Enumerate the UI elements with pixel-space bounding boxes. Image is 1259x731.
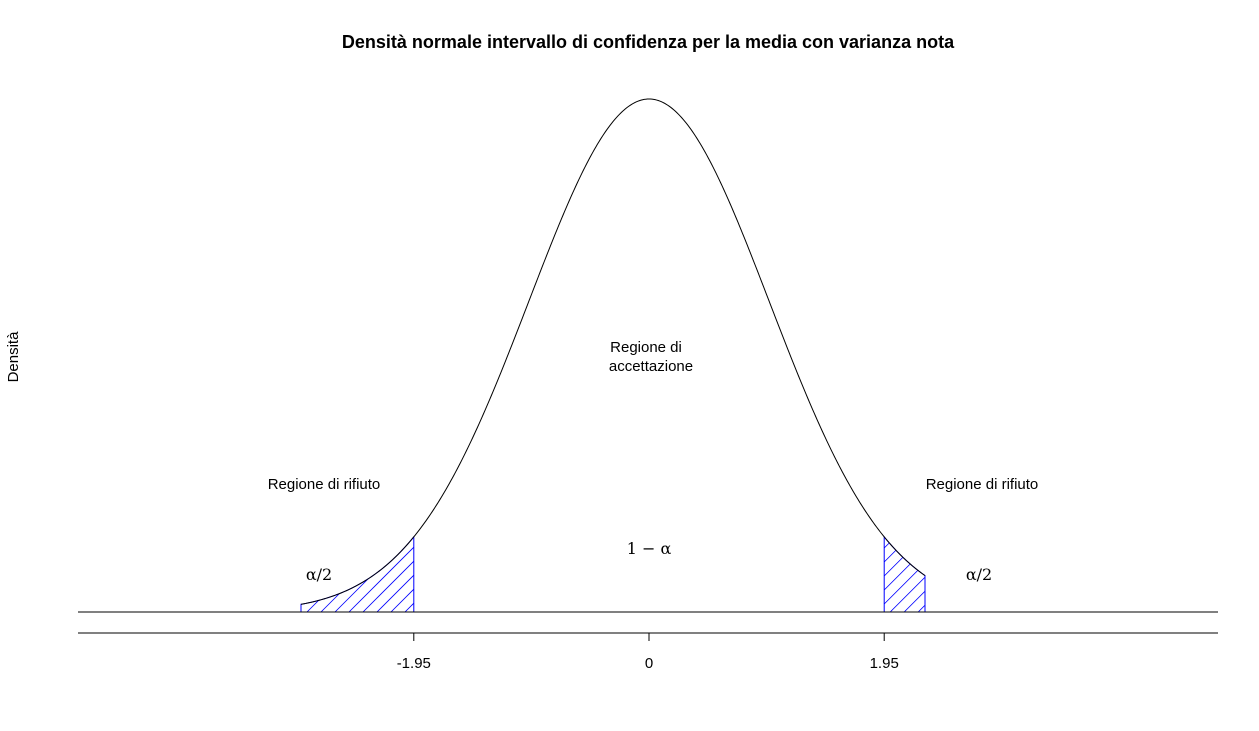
hatch-line	[1118, 542, 1198, 622]
hatch-line	[782, 542, 862, 622]
left-tail-alpha-label: α/2	[306, 565, 332, 584]
right-tail-outline	[883, 535, 926, 613]
density-curve-layer	[300, 98, 926, 605]
hatch-line	[1034, 542, 1114, 622]
hatch-line	[768, 542, 848, 622]
left-tail-hatch	[101, 541, 629, 622]
center-probability-label: 1 − α	[627, 539, 672, 558]
y-axis-label: Densità	[5, 331, 22, 383]
hatch-line	[101, 542, 181, 622]
hatch-line	[451, 542, 531, 622]
hatch-line	[115, 542, 195, 622]
hatch-line	[893, 541, 925, 612]
hatch-line	[754, 542, 834, 622]
hatch-line	[884, 541, 925, 612]
right-tail-alpha-label: α/2	[966, 565, 992, 584]
hatch-line	[907, 541, 925, 612]
hatch-line	[535, 542, 615, 622]
hatch-line	[394, 541, 414, 612]
hatch-line	[493, 542, 573, 622]
hatch-line	[1104, 542, 1184, 622]
density-curve	[300, 98, 926, 605]
hatch-line	[352, 541, 414, 612]
hatch-line	[507, 542, 587, 622]
hatch-line	[213, 542, 293, 622]
hatch-line	[366, 541, 414, 612]
center-region-label-line2: accettazione	[609, 358, 693, 375]
hatch-line	[521, 542, 601, 622]
hatch-line	[1076, 542, 1156, 622]
hatch-line	[712, 542, 792, 622]
hatch-line	[437, 542, 517, 622]
chart-title: Densità normale intervallo di confidenza…	[342, 32, 955, 52]
hatch-line	[185, 542, 265, 622]
hatch-line	[157, 542, 237, 622]
hatch-line	[549, 542, 629, 622]
hatch-line	[479, 542, 559, 622]
hatch-line	[684, 542, 764, 622]
center-region-label-line1: Regione di	[610, 339, 682, 356]
hatch-line	[740, 542, 820, 622]
hatch-line	[338, 541, 414, 612]
x-tick-label: 0	[645, 655, 653, 672]
x-tick-label: -1.95	[397, 655, 431, 672]
hatch-line	[301, 541, 308, 612]
hatch-line	[408, 541, 414, 612]
hatch-line	[1090, 542, 1170, 622]
hatch-line	[726, 542, 806, 622]
hatch-line	[884, 541, 905, 612]
x-axis-ticks: -1.95 0 1.95	[397, 633, 899, 672]
hatch-line	[992, 542, 1072, 622]
left-region-label: Regione di rifiuto	[268, 476, 381, 493]
hatch-line	[796, 542, 876, 622]
hatch-line	[423, 542, 503, 622]
hatch-line	[698, 542, 778, 622]
hatch-line	[1006, 542, 1086, 622]
right-region-label: Regione di rifiuto	[926, 476, 1039, 493]
hatch-line	[884, 541, 891, 612]
hatch-line	[1062, 542, 1142, 622]
hatch-line	[884, 541, 925, 612]
hatch-line	[465, 542, 545, 622]
right-tail-hatch	[684, 541, 1198, 622]
hatch-line	[129, 542, 209, 622]
hatch-line	[1020, 542, 1100, 622]
hatch-line	[171, 542, 251, 622]
hatch-line	[199, 542, 279, 622]
hatch-line	[380, 541, 414, 612]
x-tick-label: 1.95	[870, 655, 899, 672]
hatch-line	[1048, 542, 1128, 622]
hatch-line	[143, 542, 223, 622]
